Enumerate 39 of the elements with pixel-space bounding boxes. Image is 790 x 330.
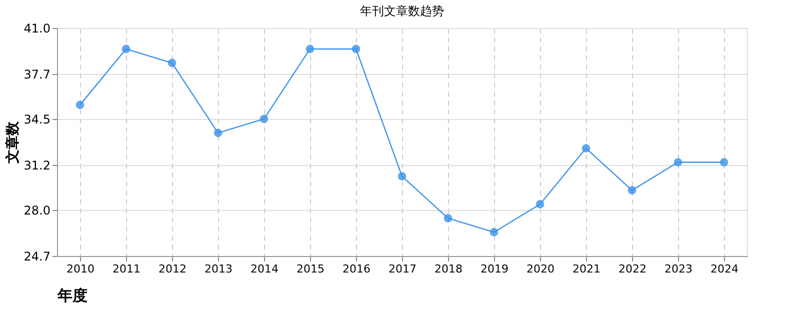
x-tick-label: 2020 xyxy=(526,262,554,276)
point xyxy=(168,58,176,68)
x-tick-label: 2015 xyxy=(296,262,324,276)
point xyxy=(398,172,406,180)
x-tick-label: 2018 xyxy=(434,262,462,276)
point xyxy=(76,100,84,110)
y-tick-label: 31.2 xyxy=(24,158,50,173)
y-tick-label: 41.0 xyxy=(24,22,50,36)
point xyxy=(306,44,314,54)
point xyxy=(536,200,544,208)
point xyxy=(628,186,636,194)
y-tick-label: 34.5 xyxy=(24,112,50,126)
y-tick-label: 28.0 xyxy=(24,203,50,218)
x-tick-label: 2016 xyxy=(342,262,370,276)
x-tick-label: 2014 xyxy=(250,262,278,276)
y-axis-title: 文章数 xyxy=(4,120,21,164)
x-tick-label: 2021 xyxy=(572,262,600,276)
y-tick-label: 37.7 xyxy=(24,68,50,82)
x-tick-label: 2024 xyxy=(710,262,738,276)
chart-title: 年刊文章数趋势 xyxy=(360,4,444,18)
point xyxy=(582,144,590,152)
x-tick-label: 2017 xyxy=(388,262,416,276)
x-tick-label: 2013 xyxy=(204,262,232,276)
point xyxy=(260,114,268,124)
x-tick-label: 2019 xyxy=(480,262,508,276)
point xyxy=(444,214,452,222)
point xyxy=(122,44,130,54)
x-tick-label: 2022 xyxy=(618,262,646,276)
x-tick-label: 2010 xyxy=(66,262,94,276)
y-tick-label: 24.7 xyxy=(24,250,50,264)
x-tick-label: 2023 xyxy=(664,262,692,276)
point xyxy=(490,228,498,236)
x-axis-title: 年度 xyxy=(56,286,88,304)
x-tick-label: 2012 xyxy=(158,262,186,276)
point xyxy=(720,158,728,166)
x-tick-label: 2011 xyxy=(112,262,140,276)
point xyxy=(352,44,360,54)
point xyxy=(674,158,682,166)
point xyxy=(214,128,222,138)
